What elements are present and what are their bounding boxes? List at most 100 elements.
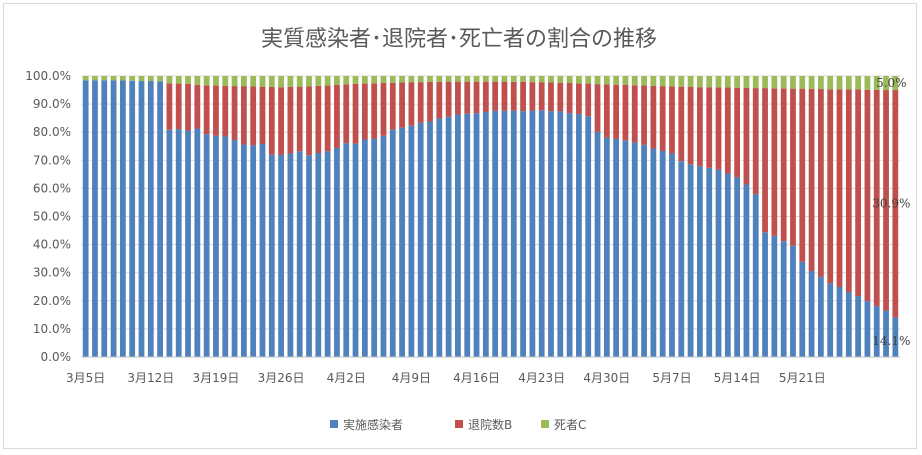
bar-discharged	[659, 86, 666, 152]
data-labels: 5.0% 30.9% 14.1%	[872, 76, 910, 348]
bar-deaths	[790, 76, 796, 89]
bar-discharged	[724, 87, 731, 174]
bar-discharged	[687, 86, 694, 165]
bar-infected	[752, 194, 759, 357]
bar-infected	[743, 184, 750, 357]
bar-infected	[343, 143, 350, 357]
y-tick-label: 30.0%	[33, 266, 71, 280]
bar-discharged	[529, 82, 536, 111]
bar-discharged	[594, 84, 601, 132]
bar-infected	[250, 145, 257, 357]
bar-deaths	[529, 76, 536, 83]
bar-deaths	[268, 76, 275, 87]
bar-infected	[892, 317, 899, 357]
bar-deaths	[855, 76, 862, 90]
bar-infected	[650, 148, 657, 357]
y-tick-label: 80.0%	[33, 125, 71, 139]
bar-infected	[510, 110, 517, 357]
bar-deaths	[296, 76, 303, 87]
x-tick-label: 3月26日	[258, 371, 305, 385]
bar-infected	[492, 110, 499, 358]
y-tick-label: 70.0%	[33, 153, 71, 167]
bar-discharged	[501, 81, 508, 111]
bar-discharged	[566, 83, 573, 114]
bar-deaths	[157, 76, 163, 82]
bar-infected	[296, 151, 303, 357]
bar-infected	[724, 173, 731, 357]
y-axis: 0.0% 10.0% 20.0% 30.0% 40.0% 50.0% 60.0% 70.0% 8…	[25, 69, 71, 364]
bar-infected	[622, 140, 629, 357]
bar-deaths	[622, 76, 629, 85]
bar-discharged	[510, 81, 517, 111]
bar-infected	[715, 169, 722, 357]
bar-discharged	[427, 81, 433, 122]
bar-infected	[641, 144, 647, 357]
bar-infected	[315, 152, 322, 357]
bar-deaths	[808, 76, 815, 89]
bar-series	[82, 76, 899, 358]
bar-infected	[231, 140, 238, 357]
bar-deaths	[306, 76, 312, 87]
bar-discharged	[845, 89, 852, 293]
bar-infected	[287, 153, 294, 357]
bar-deaths	[287, 76, 294, 87]
bar-discharged	[576, 83, 582, 114]
bar-deaths	[436, 76, 443, 82]
bar-deaths	[213, 76, 219, 86]
bar-deaths	[315, 76, 322, 86]
legend-swatch	[541, 420, 549, 428]
bar-infected	[697, 166, 703, 357]
bar-discharged	[371, 83, 378, 139]
bar-discharged	[520, 81, 526, 112]
bar-discharged	[622, 84, 629, 141]
bar-discharged	[399, 82, 405, 128]
x-tick-label: 4月30日	[583, 371, 630, 385]
bar-discharged	[538, 82, 545, 111]
bar-deaths	[687, 76, 694, 87]
y-tick-label: 10.0%	[33, 322, 71, 336]
x-tick-label: 3月19日	[192, 371, 239, 385]
bar-deaths	[715, 76, 722, 88]
bar-infected	[147, 81, 154, 358]
bar-deaths	[324, 76, 331, 86]
bar-deaths	[455, 76, 461, 82]
bar-discharged	[548, 82, 554, 112]
bar-discharged	[641, 85, 647, 145]
y-tick-label: 50.0%	[33, 210, 71, 224]
bar-deaths	[576, 76, 582, 84]
bar-deaths	[678, 76, 685, 87]
legend-label: 退院数B	[468, 417, 512, 432]
bar-infected	[464, 113, 471, 358]
bar-deaths	[371, 76, 378, 84]
bar-infected	[557, 111, 564, 357]
bar-discharged	[343, 84, 350, 144]
bar-deaths	[92, 76, 98, 81]
bar-infected	[790, 245, 796, 357]
bar-deaths	[110, 76, 117, 81]
bar-infected	[119, 80, 126, 357]
x-tick-label: 4月2日	[327, 371, 366, 385]
bar-infected	[529, 110, 536, 357]
bar-infected	[110, 80, 117, 357]
bar-deaths	[520, 76, 526, 82]
bar-infected	[669, 153, 675, 357]
bar-discharged	[883, 90, 889, 311]
bar-discharged	[585, 83, 592, 117]
x-tick-label: 4月9日	[392, 371, 431, 385]
bar-infected	[278, 154, 284, 357]
bar-discharged	[697, 87, 703, 167]
bar-infected	[436, 118, 443, 357]
bar-discharged	[827, 89, 834, 284]
bar-discharged	[464, 81, 471, 114]
bar-infected	[129, 80, 136, 357]
bar-discharged	[613, 84, 620, 139]
bar-deaths	[650, 76, 657, 86]
bar-deaths	[762, 76, 768, 89]
bar-deaths	[464, 76, 471, 82]
bar-infected	[82, 80, 89, 357]
bar-deaths	[669, 76, 675, 87]
y-tick-label: 60.0%	[33, 181, 71, 195]
bar-discharged	[818, 88, 824, 277]
bar-discharged	[417, 82, 424, 123]
bar-discharged	[259, 86, 266, 145]
